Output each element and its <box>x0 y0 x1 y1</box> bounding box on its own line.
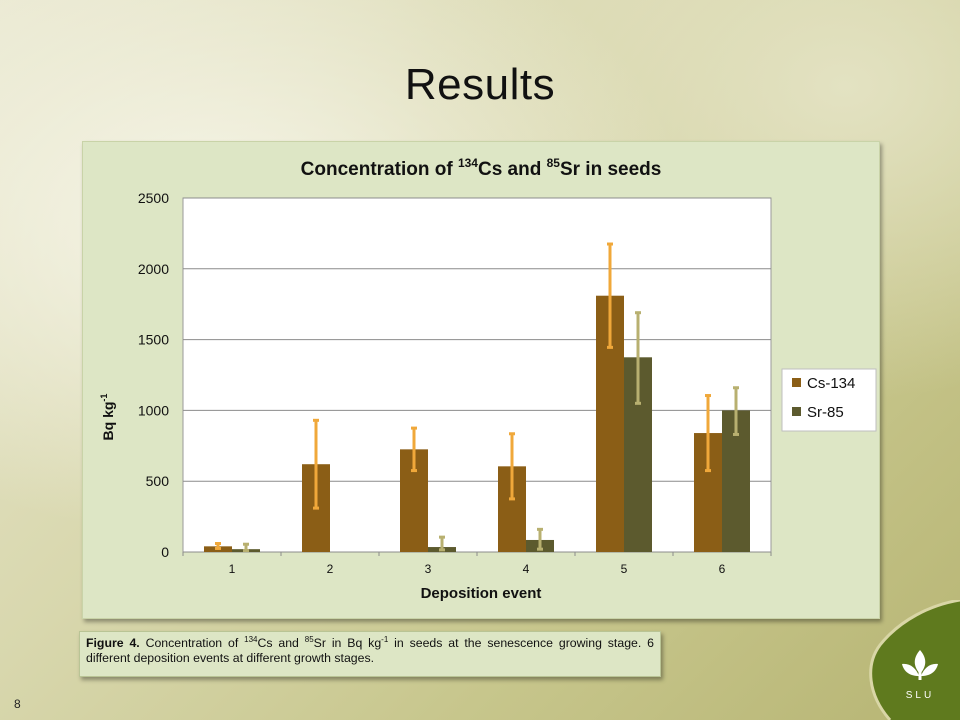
slu-logo-text: SLU <box>906 690 934 701</box>
caption-text: Concentration of <box>139 636 245 650</box>
y-tick-label: 1000 <box>138 402 169 418</box>
chart-panel: Concentration of 134Cs and 85Sr in seeds… <box>82 141 880 619</box>
error-bar <box>439 535 445 552</box>
error-bar <box>733 386 739 436</box>
y-tick-label: 1500 <box>138 332 169 348</box>
error-bar <box>215 542 221 550</box>
y-tick-labels: 0 500 1000 1500 2000 2500 <box>138 190 169 560</box>
caption-text: Cs and <box>257 636 305 650</box>
x-tick-labels: 1 2 3 4 5 6 <box>229 562 726 576</box>
caption-sup: -1 <box>381 634 389 644</box>
figure-caption: Figure 4. Concentration of 134Cs and 85S… <box>79 631 661 677</box>
caption-text: in seeds at the senescence growing stage… <box>86 636 654 665</box>
error-bar <box>635 311 641 405</box>
bar-chart: Concentration of 134Cs and 85Sr in seeds… <box>99 156 877 602</box>
plot-area <box>182 197 772 553</box>
x-tick-label: 5 <box>621 562 628 576</box>
x-tick-label: 6 <box>719 562 726 576</box>
x-axis-label: Deposition event <box>421 585 542 602</box>
x-tick-label: 1 <box>229 562 236 576</box>
error-bar <box>313 418 319 510</box>
caption-text: Sr in Bq kg <box>313 636 382 650</box>
caption-label: Figure 4. <box>86 636 140 650</box>
x-tick-label: 4 <box>523 562 530 576</box>
error-bar <box>537 527 543 551</box>
page-number: 8 <box>14 697 21 711</box>
y-axis-label: Bq kg-1 <box>99 394 116 441</box>
error-bar <box>607 242 613 349</box>
error-bar <box>705 394 711 473</box>
caption-sup: 134 <box>244 634 258 644</box>
caption-sup: 85 <box>304 634 314 644</box>
error-bar <box>509 432 515 501</box>
chart-title: Concentration of 134Cs and 85Sr in seeds <box>301 156 662 180</box>
legend: Cs-134 Sr-85 <box>781 368 877 432</box>
legend-swatch <box>792 378 801 387</box>
x-tick-label: 2 <box>327 562 334 576</box>
y-tick-label: 500 <box>146 473 170 489</box>
slu-logo: SLU <box>902 650 938 701</box>
x-tick-label: 3 <box>425 562 432 576</box>
error-bar <box>411 426 417 473</box>
legend-label: Sr-85 <box>807 404 844 421</box>
error-bars <box>215 242 739 553</box>
legend-swatch <box>792 407 801 416</box>
y-tick-label: 0 <box>161 544 169 560</box>
error-bar <box>243 542 249 553</box>
y-tick-label: 2000 <box>138 261 169 277</box>
y-tick-label: 2500 <box>138 190 169 206</box>
slide-title: Results <box>404 60 556 109</box>
legend-label: Cs-134 <box>807 375 855 392</box>
gridlines <box>182 197 772 553</box>
